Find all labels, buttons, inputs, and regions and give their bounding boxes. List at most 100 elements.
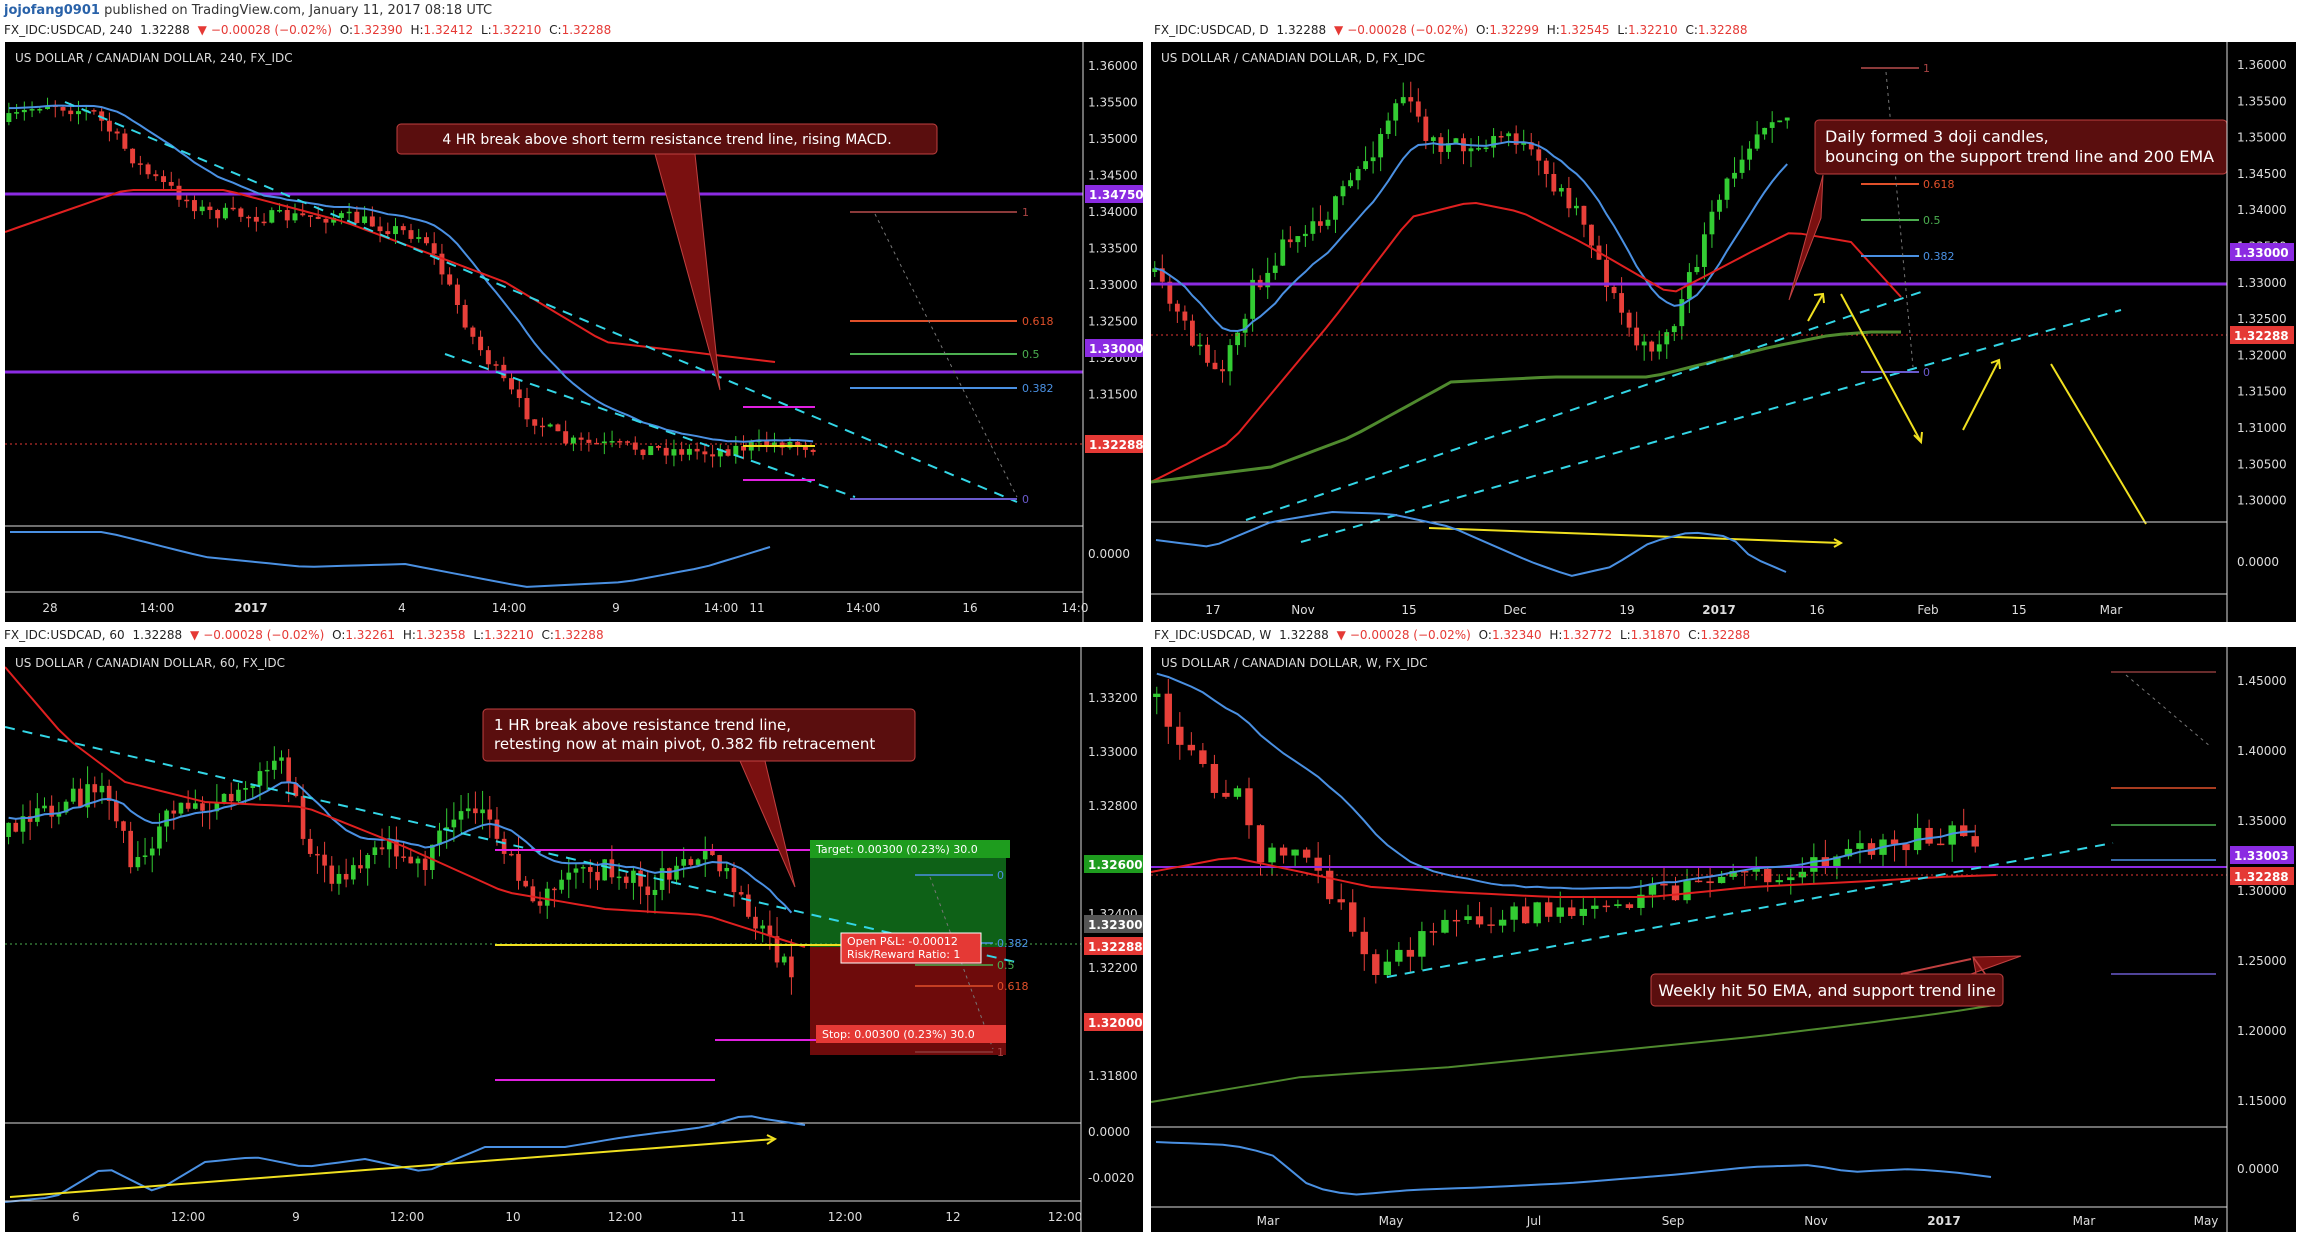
candle — [1574, 205, 1579, 209]
candle — [1683, 880, 1691, 901]
candle — [1694, 880, 1703, 883]
candle — [385, 231, 391, 235]
price-tick: 1.15000 — [2237, 1094, 2287, 1108]
candle — [767, 925, 773, 937]
candle — [315, 853, 320, 856]
macd-tick: -0.0020 — [1088, 1171, 1134, 1185]
candle — [1637, 894, 1645, 908]
price-tick: 1.33200 — [1088, 691, 1138, 705]
price-axis: 1.360001.355001.350001.345001.340001.335… — [2230, 58, 2294, 569]
chart-panel-w[interactable]: US DOLLAR / CANADIAN DOLLAR, W, FX_IDC W… — [1151, 647, 2296, 1232]
candle — [300, 796, 306, 839]
support-trendline — [1386, 842, 2114, 978]
candle — [106, 785, 112, 801]
candle — [20, 816, 26, 832]
candle — [802, 445, 808, 450]
high-value: 1.32772 — [1562, 628, 1613, 642]
candle — [1242, 318, 1248, 333]
candle — [106, 120, 112, 132]
annotation-d: Daily formed 3 doji candles, bouncing on… — [1788, 119, 2228, 301]
candle — [1626, 312, 1632, 328]
candle — [616, 876, 622, 879]
candle — [78, 788, 83, 808]
candle — [257, 771, 263, 786]
last-price: 1.32288 — [1276, 23, 1327, 37]
candle — [1287, 239, 1293, 243]
svg-text:1 HR break above resistance tr: 1 HR break above resistance trend line, — [494, 716, 791, 734]
candle — [1581, 205, 1587, 225]
support-trendline-2 — [1300, 309, 2122, 543]
candle — [238, 208, 244, 217]
candle — [315, 216, 321, 219]
svg-text:0.618: 0.618 — [1022, 315, 1054, 328]
candle — [625, 441, 631, 443]
candle — [1310, 221, 1316, 234]
candle — [277, 210, 283, 212]
price-tick: 1.30000 — [2237, 884, 2287, 898]
svg-text:0.618: 0.618 — [997, 980, 1029, 993]
chart-panel-d[interactable]: US DOLLAR / CANADIAN DOLLAR, D, FX_IDC 1… — [1151, 42, 2296, 622]
candle — [171, 810, 177, 814]
candle — [60, 107, 66, 111]
low-value: 1.31870 — [1630, 628, 1681, 642]
candle — [1265, 272, 1271, 288]
candle — [559, 879, 564, 890]
candle — [408, 856, 414, 864]
chart-panel-240[interactable]: US DOLLAR / CANADIAN DOLLAR, 240, FX_IDC… — [5, 42, 1143, 622]
candle — [336, 873, 342, 884]
time-tick: 2017 — [234, 601, 267, 615]
candle — [447, 274, 453, 285]
price-tick: 1.34000 — [2237, 203, 2287, 217]
candle — [485, 350, 491, 365]
chart-panel-60[interactable]: US DOLLAR / CANADIAN DOLLAR, 60, FX_IDC … — [5, 647, 1143, 1232]
time-tick: 14:00 — [704, 601, 739, 615]
candle — [537, 901, 543, 906]
candle — [1948, 825, 1956, 845]
candle — [1360, 931, 1368, 955]
candle — [1729, 871, 1737, 877]
candle — [1764, 868, 1772, 883]
candle — [473, 808, 478, 814]
price-badge-label: 1.33000 — [2234, 246, 2289, 260]
time-tick: Mar — [1257, 1214, 1280, 1228]
candle — [501, 838, 507, 854]
candle — [114, 800, 119, 822]
panel-60-info: FX_IDC:USDCAD, 60 1.32288 ▼ −0.00028 (−0.… — [0, 625, 1150, 645]
candle — [1385, 120, 1391, 135]
time-tick: 12:00 — [390, 1210, 425, 1224]
candle — [1487, 924, 1495, 926]
candle — [1649, 341, 1655, 352]
candle — [753, 916, 758, 929]
candle — [671, 449, 677, 456]
price-tick: 1.33000 — [2237, 276, 2287, 290]
candle — [128, 830, 133, 868]
candle — [92, 784, 98, 793]
svg-text:Weekly hit 50 EMA, and support: Weekly hit 50 EMA, and support trend lin… — [1658, 981, 1996, 1000]
candle — [810, 449, 816, 452]
candle — [1641, 341, 1647, 346]
candle — [222, 207, 228, 219]
candle — [6, 113, 12, 122]
time-tick: Mar — [2100, 603, 2123, 617]
candle — [702, 850, 708, 860]
resistance-trendline — [5, 726, 1016, 963]
candle — [1602, 905, 1611, 908]
author-link[interactable]: jojofang0901 — [4, 3, 100, 18]
price-badge-label: 1.32000 — [1088, 1016, 1143, 1030]
svg-text:Daily formed 3 doji candles,: Daily formed 3 doji candles, — [1825, 127, 2049, 146]
candle — [674, 865, 679, 880]
candle — [771, 442, 777, 447]
risk-reward-label: Risk/Reward Ratio: 1 — [847, 948, 960, 961]
time-tick: Mar — [2073, 1214, 2096, 1228]
candle — [623, 876, 629, 883]
candle — [149, 848, 155, 856]
time-tick: 17 — [1205, 603, 1220, 617]
time-tick: 12:00 — [828, 1210, 863, 1224]
price-tick: 1.36000 — [2237, 58, 2287, 72]
time-tick: 28 — [42, 601, 57, 615]
price-tick: 1.25000 — [2237, 954, 2287, 968]
candle — [563, 431, 569, 444]
candle — [530, 886, 536, 902]
candle — [789, 956, 794, 978]
candle — [1706, 881, 1714, 884]
